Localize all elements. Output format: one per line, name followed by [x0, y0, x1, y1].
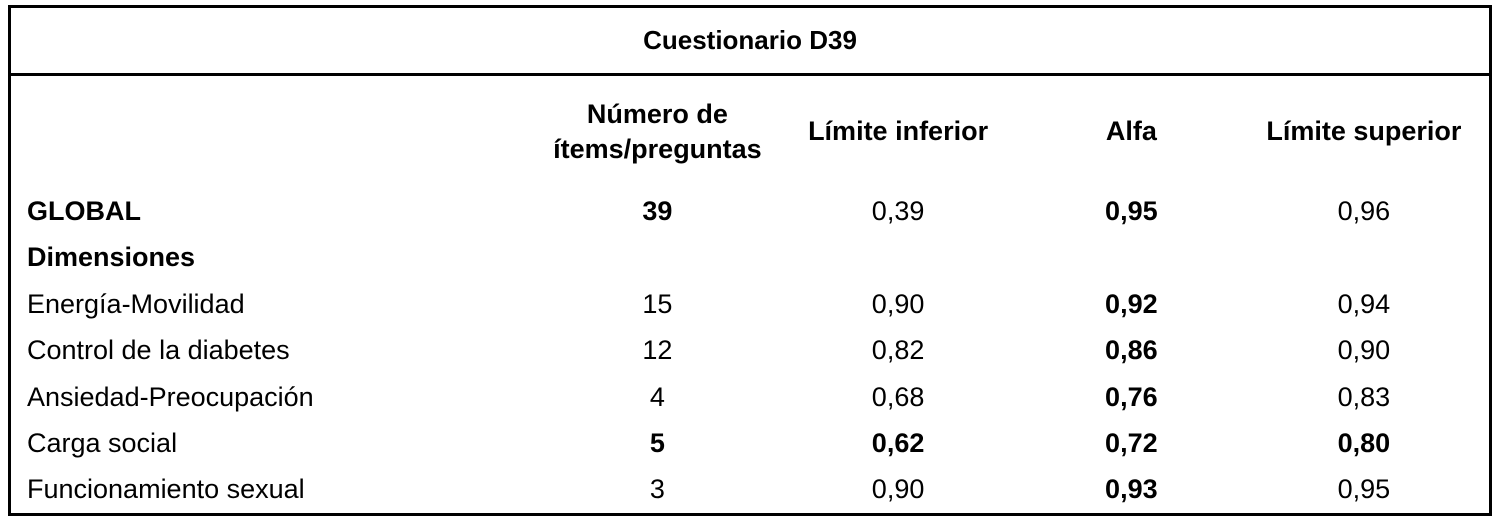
table-row-global: GLOBAL 39 0,39 0,95 0,96	[10, 188, 1491, 234]
col-header-empty	[10, 74, 543, 188]
row-label: Carga social	[27, 427, 178, 458]
table-row-dimensiones: Dimensiones	[10, 235, 1491, 281]
upper-limit-cell: 0,83	[1337, 381, 1391, 412]
col-header-lower-limit: Límite inferior	[808, 116, 989, 147]
upper-limit-cell: 0,94	[1337, 288, 1391, 319]
items-cell: 12	[642, 335, 673, 366]
cuestionario-d39-table: Cuestionario D39 Número de ítems/pregunt…	[8, 5, 1492, 516]
col-header-items-line2: ítems/preguntas	[553, 133, 762, 164]
items-cell: 4	[649, 381, 665, 412]
col-header-alfa: Alfa	[1105, 116, 1157, 147]
upper-limit-cell: 0,80	[1337, 427, 1391, 458]
upper-limit-cell: 0,95	[1337, 474, 1391, 505]
alfa-cell	[1024, 235, 1239, 281]
table-row-carga-social: Carga social 5 0,62 0,72 0,80	[10, 420, 1491, 466]
items-cell: 5	[649, 427, 665, 458]
lower-limit-cell: 0,62	[871, 427, 925, 458]
table-row-energia-movilidad: Energía-Movilidad 15 0,90 0,92 0,94	[10, 281, 1491, 327]
table-header-row: Número de ítems/preguntas Límite inferio…	[10, 74, 1491, 188]
items-cell: 15	[642, 288, 673, 319]
table-row-funcionamiento-sexual: Funcionamiento sexual 3 0,90 0,93 0,95	[10, 467, 1491, 515]
alfa-cell: 0,95	[1105, 196, 1158, 227]
alfa-cell: 0,92	[1105, 288, 1158, 319]
table-title: Cuestionario D39	[9, 6, 1491, 76]
alfa-cell: 0,76	[1105, 381, 1158, 412]
table-row-control-diabetes: Control de la diabetes 12 0,82 0,86 0,90	[10, 328, 1491, 374]
table-title-row: Cuestionario D39	[9, 6, 1491, 76]
col-header-items-line1: Número de	[586, 98, 728, 129]
row-label: GLOBAL	[27, 196, 141, 227]
cuestionario-d39-table-frame: Cuestionario D39 Número de ítems/pregunt…	[8, 5, 1492, 516]
lower-limit-cell: 0,39	[871, 196, 925, 227]
alfa-cell: 0,86	[1105, 335, 1158, 366]
upper-limit-cell: 0,90	[1337, 335, 1391, 366]
lower-limit-cell: 0,68	[871, 381, 925, 412]
alfa-cell: 0,93	[1105, 474, 1158, 505]
lower-limit-cell	[772, 235, 1024, 281]
lower-limit-cell: 0,90	[871, 288, 925, 319]
items-cell	[543, 235, 773, 281]
row-label: Ansiedad-Preocupación	[27, 381, 314, 412]
row-label: Energía-Movilidad	[27, 288, 245, 319]
col-header-upper-limit: Límite superior	[1266, 116, 1462, 147]
items-cell: 39	[642, 196, 673, 227]
col-header-items: Número de ítems/preguntas	[543, 74, 773, 188]
row-label: Control de la diabetes	[27, 335, 290, 366]
lower-limit-cell: 0,82	[871, 335, 925, 366]
upper-limit-cell	[1239, 235, 1491, 281]
alfa-cell: 0,72	[1105, 427, 1158, 458]
lower-limit-cell: 0,90	[871, 474, 925, 505]
upper-limit-cell: 0,96	[1337, 196, 1391, 227]
table-row-ansiedad-preocupacion: Ansiedad-Preocupación 4 0,68 0,76 0,83	[10, 374, 1491, 420]
row-label: Funcionamiento sexual	[27, 474, 305, 505]
items-cell: 3	[649, 474, 665, 505]
row-label: Dimensiones	[27, 242, 196, 273]
